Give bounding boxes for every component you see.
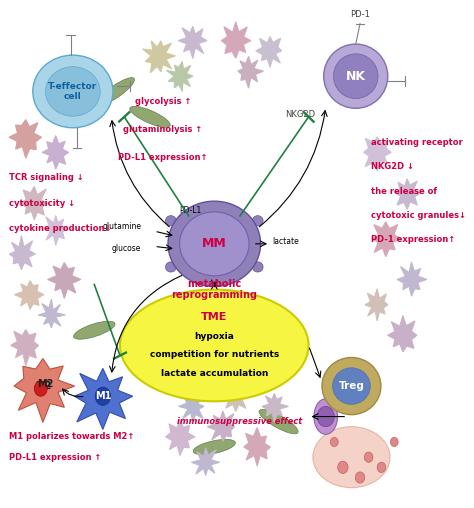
Text: PD-L1: PD-L1 [180,206,202,215]
Text: TCR signaling ↓: TCR signaling ↓ [9,173,83,182]
Text: cytokine production↓: cytokine production↓ [9,224,111,233]
Ellipse shape [324,44,388,108]
Text: immunosuppressive effect: immunosuppressive effect [177,417,302,426]
Text: metabolic
reprogramming: metabolic reprogramming [171,279,257,300]
Ellipse shape [165,215,176,226]
Ellipse shape [252,262,263,272]
Text: MM: MM [202,237,227,250]
Ellipse shape [46,67,100,116]
Text: PD-L1 expression↑: PD-L1 expression↑ [118,153,208,162]
PathPatch shape [244,428,271,466]
PathPatch shape [397,262,427,296]
PathPatch shape [42,136,69,169]
Ellipse shape [333,54,378,99]
Circle shape [34,381,47,396]
PathPatch shape [10,330,38,366]
Ellipse shape [165,262,176,272]
Text: M2: M2 [37,378,53,389]
Text: glutamine: glutamine [102,221,141,231]
Text: competition for nutrients: competition for nutrients [150,350,279,359]
Circle shape [317,406,334,427]
Text: M1 polarizes towards M2↑: M1 polarizes towards M2↑ [9,432,134,441]
Text: M2: M2 [35,381,51,391]
Ellipse shape [252,215,263,226]
Ellipse shape [193,439,236,455]
Circle shape [95,387,110,405]
Text: PD-L1 expression ↑: PD-L1 expression ↑ [9,453,101,462]
Text: NKG2D ↓: NKG2D ↓ [371,162,414,171]
Text: lactate accumulation: lactate accumulation [161,369,268,378]
PathPatch shape [191,448,219,475]
PathPatch shape [9,236,36,270]
Circle shape [356,472,365,483]
Text: cytotoxicity ↓: cytotoxicity ↓ [9,199,75,208]
PathPatch shape [238,56,264,88]
Text: M1: M1 [95,391,111,401]
PathPatch shape [262,393,288,422]
Text: lactate: lactate [272,237,299,246]
Ellipse shape [130,106,170,128]
Ellipse shape [97,78,135,105]
Text: cytotoxic granules↓: cytotoxic granules↓ [371,211,466,220]
Circle shape [338,461,348,473]
Ellipse shape [180,212,249,276]
PathPatch shape [165,420,195,456]
PathPatch shape [220,378,249,411]
Text: activating receptor: activating receptor [371,138,463,147]
Text: the release of: the release of [371,186,437,196]
Circle shape [365,452,373,462]
Text: Treg: Treg [338,381,365,391]
Circle shape [391,437,398,447]
Text: PD-1 expression↑: PD-1 expression↑ [371,235,455,244]
PathPatch shape [21,186,47,220]
PathPatch shape [372,222,401,257]
PathPatch shape [45,215,68,245]
Circle shape [330,437,338,447]
PathPatch shape [179,393,204,421]
PathPatch shape [365,289,388,321]
Ellipse shape [120,290,309,401]
PathPatch shape [74,368,133,429]
Ellipse shape [33,55,113,128]
Ellipse shape [313,427,390,488]
PathPatch shape [143,41,175,73]
PathPatch shape [388,315,417,352]
Text: T-effector
cell: T-effector cell [48,82,98,101]
PathPatch shape [364,137,391,171]
Ellipse shape [259,409,298,434]
PathPatch shape [395,179,420,209]
Ellipse shape [73,321,115,339]
Ellipse shape [314,399,337,434]
Text: PD-1: PD-1 [350,10,370,19]
Text: hypoxia: hypoxia [194,332,234,341]
Ellipse shape [168,201,261,287]
Ellipse shape [333,368,370,404]
Text: glucose: glucose [112,244,141,253]
Ellipse shape [322,358,381,415]
Text: TME: TME [201,312,228,323]
PathPatch shape [15,281,44,309]
PathPatch shape [9,119,41,158]
Text: glutaminolysis ↑: glutaminolysis ↑ [123,125,202,134]
PathPatch shape [256,37,282,67]
PathPatch shape [47,263,81,299]
PathPatch shape [14,359,74,422]
PathPatch shape [178,26,207,58]
Text: NKG2D: NKG2D [285,110,315,119]
Text: glycolysis ↑: glycolysis ↑ [135,97,191,106]
Circle shape [377,462,386,472]
PathPatch shape [166,61,193,91]
PathPatch shape [221,22,251,58]
PathPatch shape [38,299,65,328]
PathPatch shape [207,411,235,441]
Text: NK: NK [346,70,366,83]
